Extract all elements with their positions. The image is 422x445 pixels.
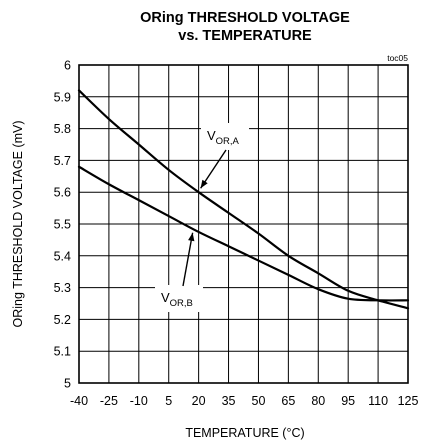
y-tick-label: 5.9	[54, 90, 71, 104]
y-tick-label: 5.1	[54, 345, 71, 359]
y-axis-label: ORing THRESHOLD VOLTAGE (mV)	[11, 121, 25, 328]
plot-frame	[78, 64, 409, 384]
x-tick-labels: -40 -25 -10 5 20 35 50 65 80 95 110 125	[70, 394, 419, 408]
x-tick-label: 65	[281, 394, 295, 408]
y-tick-label: 5.6	[54, 186, 71, 200]
series-layer	[77, 89, 410, 310]
y-tick-label: 5.4	[54, 249, 71, 263]
y-tick-labels: 5 5.1 5.2 5.3 5.4 5.5 5.6 5.7 5.8 5.9 6	[54, 59, 71, 391]
series-line-vor-b	[77, 165, 410, 302]
series-label-arrowhead-vor-a	[200, 179, 208, 189]
series-label-bg-vor-a	[201, 123, 249, 150]
annotation-layer: VOR,A VOR,B	[155, 123, 249, 312]
series-label-bg-vor-b	[155, 285, 203, 312]
x-tick-label: 80	[311, 394, 325, 408]
x-tick-label: 125	[398, 394, 419, 408]
y-tick-label: 5	[64, 377, 71, 391]
series-line-vor-a	[77, 89, 410, 310]
x-tick-label: 110	[368, 394, 388, 408]
y-tick-label: 5.7	[54, 154, 71, 168]
x-tick-label: -40	[70, 394, 88, 408]
x-tick-label: 35	[222, 394, 236, 408]
series-label-arrowhead-vor-b	[188, 232, 195, 242]
x-axis-label: TEMPERATURE (°C)	[185, 426, 304, 440]
series-label-vor-b: VOR,B	[161, 290, 193, 309]
figure-tag: toc05	[387, 53, 408, 63]
y-tick-label: 5.5	[54, 218, 71, 232]
y-tick-label: 5.8	[54, 122, 71, 136]
series-label-arrow-vor-b	[182, 232, 194, 287]
x-tick-label: -25	[100, 394, 118, 408]
y-tick-label: 6	[64, 59, 71, 73]
chart-title-line1: ORing THRESHOLD VOLTAGE	[140, 10, 350, 26]
chart-title-line2: vs. TEMPERATURE	[178, 28, 312, 44]
x-tick-label: 50	[252, 394, 266, 408]
y-tick-label: 5.3	[54, 281, 71, 295]
x-tick-label: 5	[165, 394, 172, 408]
x-tick-label: -10	[130, 394, 148, 408]
x-tick-label: 20	[192, 394, 206, 408]
series-label-vor-a: VOR,A	[207, 128, 240, 147]
y-tick-label: 5.2	[54, 313, 71, 327]
x-tick-label: 95	[341, 394, 355, 408]
